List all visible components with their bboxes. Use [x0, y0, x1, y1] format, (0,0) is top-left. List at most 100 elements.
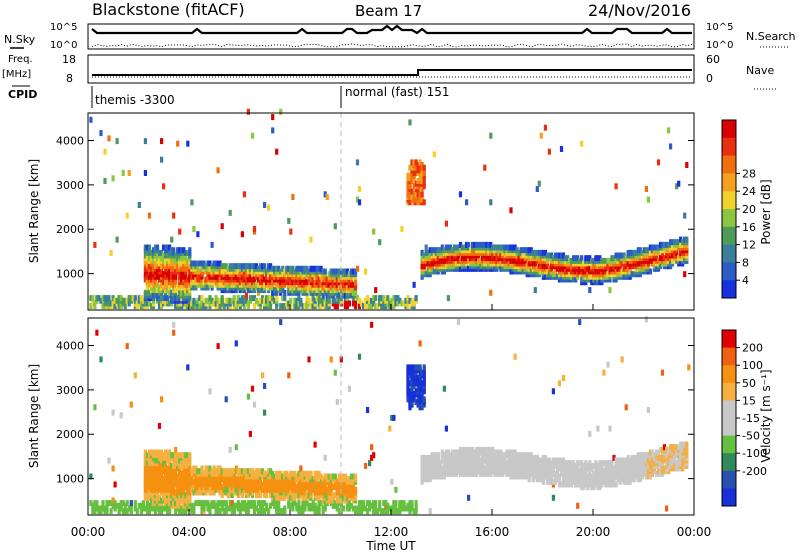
heatmap-cell: [485, 465, 489, 472]
heatmap-cell: [420, 191, 424, 198]
heatmap-cell: [564, 460, 568, 467]
heatmap-cell: [547, 265, 551, 272]
heatmap-cell: [366, 295, 370, 302]
heatmap-cell: [244, 502, 248, 509]
heatmap-cell: [281, 265, 285, 272]
heatmap-cell: [414, 170, 418, 176]
heatmap-cell: [420, 380, 424, 387]
heatmap-cell: [317, 265, 321, 272]
heatmap-cell: [172, 452, 176, 459]
heatmap-cell: [234, 287, 238, 294]
heatmap-cell: [230, 500, 234, 507]
heatmap-cell: [644, 263, 648, 270]
heatmap-cell: [555, 465, 560, 472]
heatmap-cell: [422, 252, 426, 259]
heatmap-cell: [402, 300, 406, 307]
heatmap-cell: [620, 252, 624, 259]
heatmap-cell: [327, 271, 331, 278]
heatmap-cell: [210, 468, 214, 475]
heatmap-cell: [495, 257, 499, 264]
heatmap-cell: [192, 502, 196, 509]
heatmap-cell: [196, 500, 200, 507]
heatmap-cell: [479, 457, 483, 464]
heatmap-cell: [168, 494, 172, 501]
heatmap-cell: [254, 492, 259, 499]
heatmap-cell: [145, 452, 149, 459]
heatmap-cell: [174, 446, 178, 453]
heatmap-cell: [214, 260, 218, 267]
heatmap-cell: [107, 500, 111, 507]
heatmap-cell: [208, 273, 212, 280]
heatmap-cell: [263, 470, 267, 477]
heatmap-cell: [182, 476, 186, 483]
heatmap-cell: [111, 465, 115, 472]
heatmap-cell: [408, 500, 412, 507]
heatmap-cell: [626, 260, 630, 267]
heatmap-cell: [198, 268, 202, 275]
heatmap-cell: [218, 297, 222, 304]
heatmap-cell: [578, 468, 582, 475]
heatmap-cell: [206, 500, 210, 507]
heatmap-cell: [164, 260, 168, 267]
heatmap-cell: [618, 462, 622, 469]
heatmap-cell: [584, 478, 588, 485]
heatmap-cell: [208, 508, 212, 515]
heatmap-cell: [198, 295, 202, 302]
heatmap-cell: [244, 292, 248, 299]
heatmap-cell: [186, 249, 190, 256]
heatmap-cell: [176, 486, 180, 493]
heatmap-cell: [291, 194, 295, 200]
heatmap-cell: [202, 279, 206, 286]
heatmap-cell: [662, 255, 667, 262]
heatmap-cell: [303, 470, 307, 477]
heatmap-cell: [436, 452, 440, 459]
heatmap-cell: [192, 297, 196, 304]
heatmap-cell: [174, 489, 178, 496]
heatmap-cell: [283, 295, 287, 302]
heatmap-cell: [337, 473, 341, 480]
heatmap-cell: [188, 247, 192, 254]
heatmap-cell: [246, 505, 250, 512]
heatmap-cell: [208, 502, 212, 509]
heatmap-cell: [182, 265, 186, 272]
heatmap-cell: [226, 481, 230, 488]
heatmap-cell: [582, 473, 586, 480]
heatmap-cell: [513, 473, 517, 480]
heatmap-cell: [533, 454, 537, 461]
heatmap-cell: [111, 409, 115, 416]
heatmap-cell: [416, 178, 420, 184]
heatmap-cell: [418, 159, 422, 166]
heatmap-cell: [319, 303, 323, 310]
heatmap-cell: [307, 481, 311, 488]
heatmap-cell: [665, 241, 669, 248]
heatmap-cell: [626, 265, 630, 272]
heatmap-cell: [248, 281, 252, 288]
heatmap-cell: [673, 252, 677, 259]
heatmap-cell: [331, 502, 335, 509]
heatmap-cell: [610, 255, 614, 262]
heatmap-cell: [628, 249, 632, 256]
heatmap-cell: [667, 255, 671, 262]
heatmap-cell: [570, 473, 574, 480]
heatmap-cell: [343, 268, 347, 275]
heatmap-cell: [141, 500, 145, 507]
nsky-label: N.Sky: [4, 33, 36, 46]
heatmap-cell: [250, 385, 255, 392]
heatmap-cell: [559, 146, 564, 152]
heatmap-cell: [331, 268, 335, 275]
heatmap-cell: [263, 476, 267, 483]
heatmap-cell: [392, 300, 396, 307]
heatmap-cell: [172, 502, 176, 509]
heatmap-cell: [616, 265, 620, 272]
heatmap-cell: [479, 257, 483, 264]
heatmap-cell: [523, 252, 527, 259]
heatmap-cell: [364, 268, 368, 275]
heatmap-cell: [588, 460, 592, 467]
heatmap-cell: [190, 300, 194, 307]
heatmap-cell: [287, 473, 291, 480]
heatmap-cell: [281, 287, 285, 294]
heatmap-cell: [636, 247, 640, 254]
heatmap-cell: [620, 457, 624, 464]
heatmap-cell: [184, 273, 188, 280]
heatmap-cell: [95, 295, 99, 302]
